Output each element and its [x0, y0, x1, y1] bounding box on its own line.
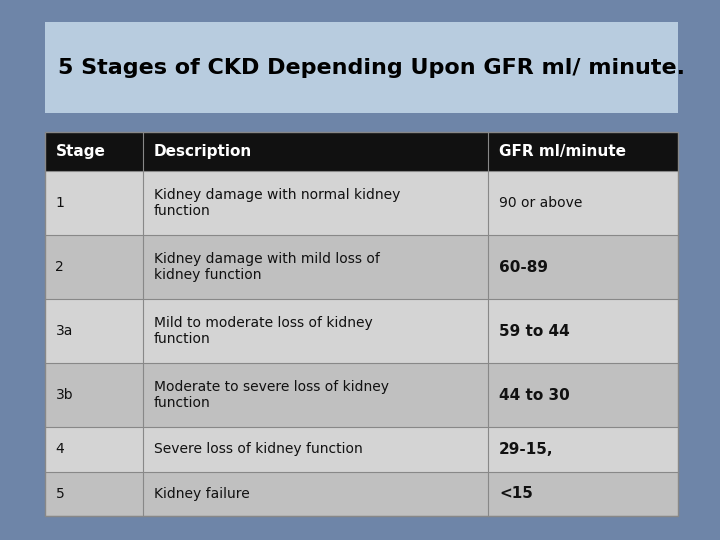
Text: 29-15,: 29-15,: [499, 442, 554, 457]
Text: 60-89: 60-89: [499, 260, 548, 275]
Text: 1: 1: [55, 196, 64, 210]
Text: Description: Description: [153, 144, 252, 159]
Text: Severe loss of kidney function: Severe loss of kidney function: [153, 442, 362, 456]
Text: GFR ml/minute: GFR ml/minute: [499, 144, 626, 159]
Text: 2: 2: [55, 260, 64, 274]
FancyBboxPatch shape: [45, 132, 678, 171]
Text: Stage: Stage: [55, 144, 105, 159]
FancyBboxPatch shape: [45, 427, 678, 471]
FancyBboxPatch shape: [45, 299, 678, 363]
Text: Kidney damage with mild loss of
kidney function: Kidney damage with mild loss of kidney f…: [153, 252, 379, 282]
Text: Mild to moderate loss of kidney
function: Mild to moderate loss of kidney function: [153, 316, 372, 346]
Text: 90 or above: 90 or above: [499, 196, 582, 210]
FancyBboxPatch shape: [45, 471, 678, 516]
FancyBboxPatch shape: [45, 235, 678, 299]
Text: Kidney damage with normal kidney
function: Kidney damage with normal kidney functio…: [153, 188, 400, 218]
Text: 3b: 3b: [55, 388, 73, 402]
FancyBboxPatch shape: [45, 171, 678, 235]
Text: 4: 4: [55, 442, 64, 456]
Text: <15: <15: [499, 486, 533, 501]
Text: 59 to 44: 59 to 44: [499, 324, 570, 339]
Text: Moderate to severe loss of kidney
function: Moderate to severe loss of kidney functi…: [153, 380, 389, 410]
Text: Kidney failure: Kidney failure: [153, 487, 249, 501]
Text: 5 Stages of CKD Depending Upon GFR ml/ minute.: 5 Stages of CKD Depending Upon GFR ml/ m…: [58, 57, 685, 78]
Text: 5: 5: [55, 487, 64, 501]
Text: 3a: 3a: [55, 325, 73, 338]
FancyBboxPatch shape: [45, 22, 678, 113]
FancyBboxPatch shape: [45, 363, 678, 427]
Text: 44 to 30: 44 to 30: [499, 388, 570, 403]
